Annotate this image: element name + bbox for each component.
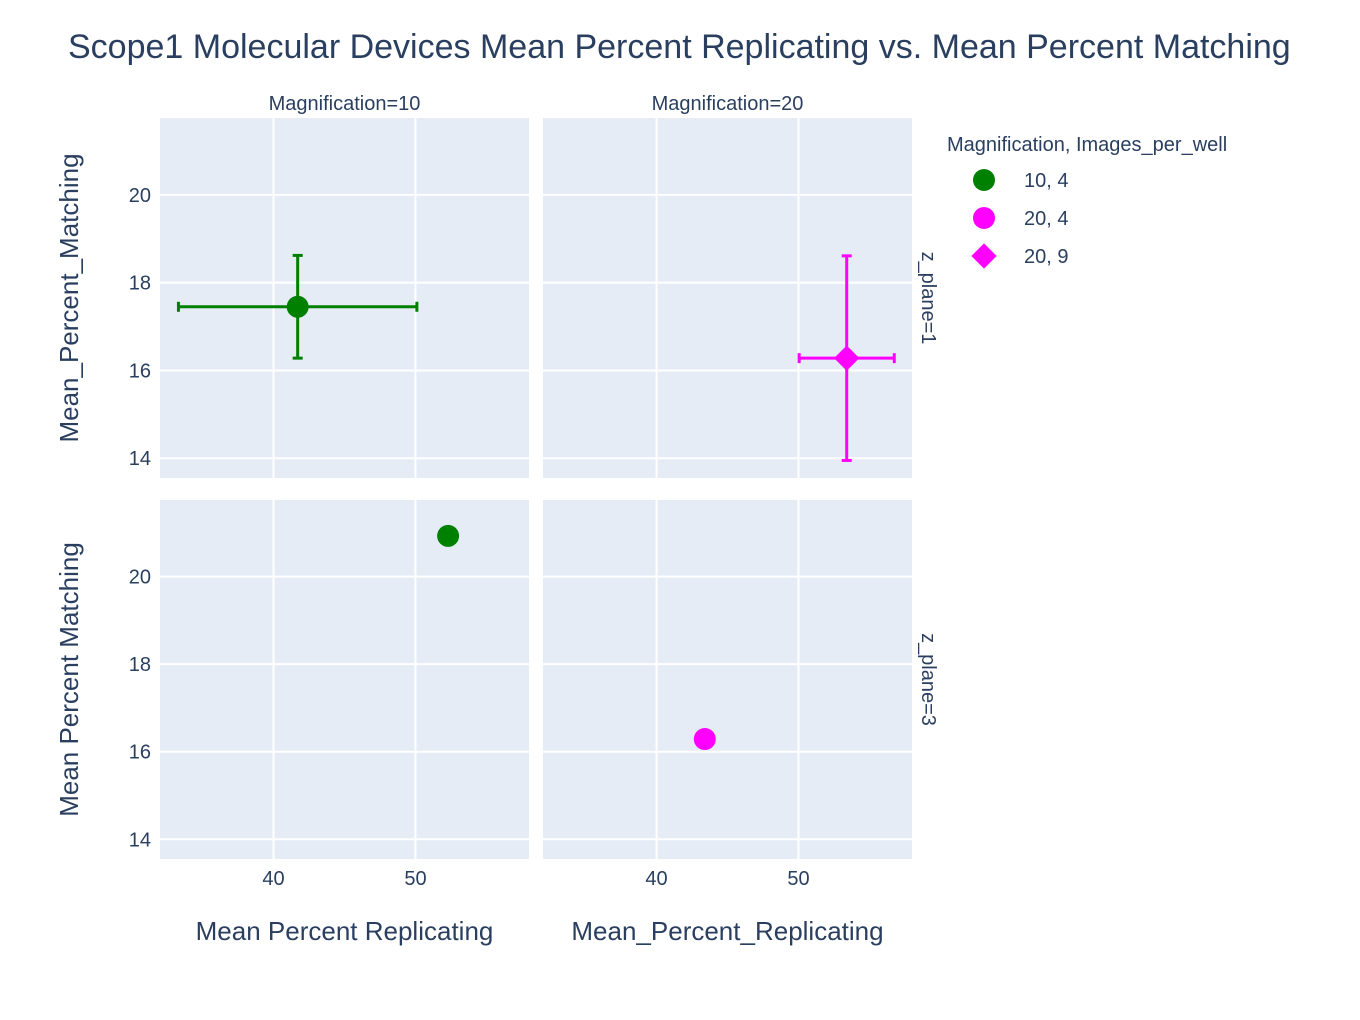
legend-item: 10, 4: [973, 169, 1068, 192]
y-tick-label: 14: [129, 829, 151, 851]
y-axis-title: Mean_Percent_Matching: [54, 153, 84, 442]
legend-marker: [973, 207, 995, 229]
legend-marker: [973, 169, 995, 191]
column-title: Magnification=10: [269, 93, 421, 115]
y-tick-label: 18: [129, 273, 151, 295]
panels-group: 14 16 18 20 14 16 18 20 40 50 40 50 Magnification=10…: [54, 93, 939, 946]
legend-label: 10, 4: [1024, 170, 1068, 192]
x-tick-label: 50: [404, 868, 426, 890]
plot-area: [543, 500, 912, 859]
chart-title: Scope1 Molecular Devices Mean Percent Re…: [68, 28, 1291, 66]
y-axis-title: Mean Percent Matching: [54, 542, 84, 817]
row-title: z_plane=3: [917, 633, 939, 726]
y-tick-label: 16: [129, 360, 151, 382]
y-tick-label: 16: [129, 742, 151, 764]
legend-item: 20, 4: [973, 207, 1068, 230]
x-tick-label: 50: [787, 868, 809, 890]
column-title: Magnification=20: [652, 93, 804, 115]
legend-item: 20, 9: [971, 243, 1068, 269]
data-point: [834, 345, 860, 371]
legend-label: 20, 4: [1024, 208, 1068, 230]
data-point: [286, 295, 309, 318]
y-tick-label: 20: [129, 185, 151, 207]
y-tick-label: 20: [129, 567, 151, 589]
legend-items: 10, 4 20, 4 20, 9: [971, 169, 1068, 269]
data-point: [437, 524, 460, 547]
legend-title: Magnification, Images_per_well: [947, 134, 1227, 156]
data-point-group: [797, 254, 896, 462]
y-tick-label: 18: [129, 654, 151, 676]
x-tick-label: 40: [262, 868, 284, 890]
legend-label: 20, 9: [1024, 246, 1068, 268]
data-point-group: [437, 524, 460, 547]
row-title: z_plane=1: [917, 252, 939, 345]
plot-area: [160, 500, 529, 859]
y-tick-label: 14: [129, 448, 151, 470]
plot-area: [160, 118, 529, 478]
data-point-group: [693, 728, 716, 751]
plot-area: [543, 118, 912, 478]
data-point: [693, 728, 716, 751]
data-point-group: [176, 253, 419, 360]
legend: Magnification, Images_per_well 10, 4 20, …: [947, 134, 1227, 269]
x-axis-title: Mean_Percent_Replicating: [571, 916, 883, 946]
legend-marker: [971, 243, 997, 269]
x-axis-title: Mean Percent Replicating: [196, 916, 494, 946]
x-tick-label: 40: [645, 868, 667, 890]
